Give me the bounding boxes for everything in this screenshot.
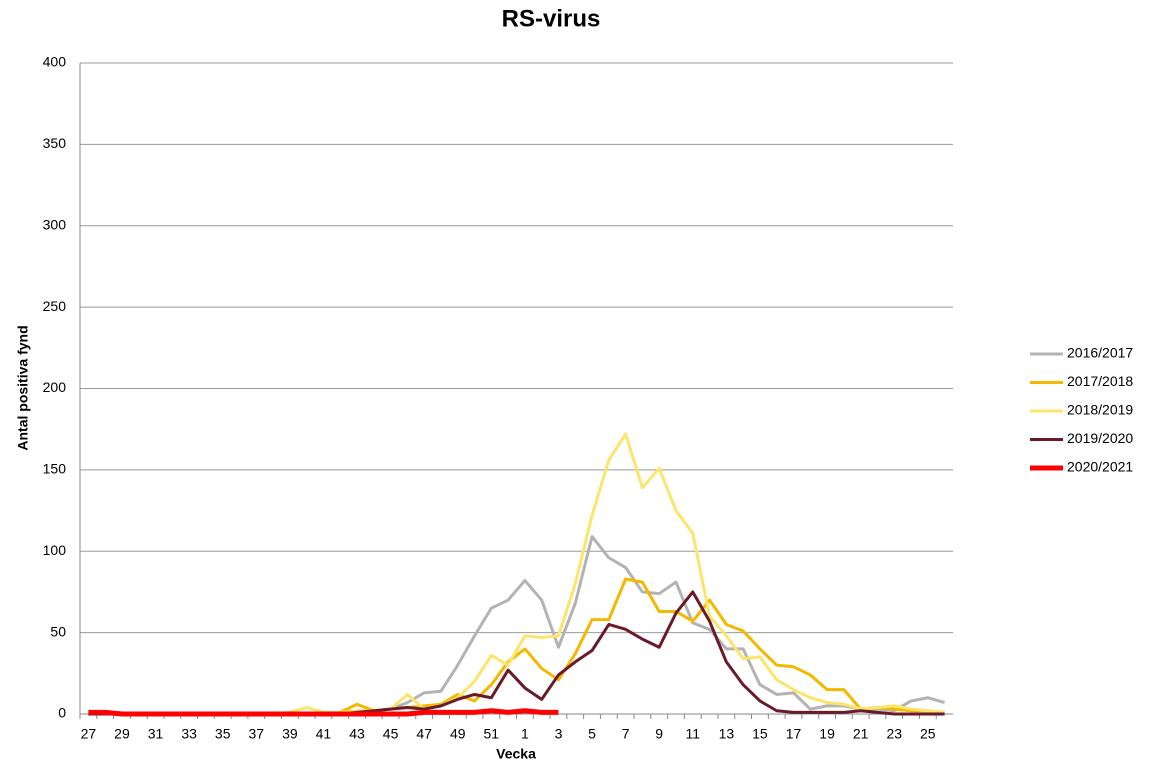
y-tick-label: 100	[43, 542, 67, 558]
x-tick-label: 9	[655, 726, 663, 742]
x-tick-label: 45	[383, 726, 399, 742]
x-tick-label: 1	[521, 726, 529, 742]
legend-label: 2018/2019	[1067, 402, 1133, 418]
x-tick-label: 23	[886, 726, 902, 742]
x-tick-label: 41	[316, 726, 332, 742]
x-axis-label: Vecka	[496, 746, 536, 761]
x-tick-label: 5	[588, 726, 596, 742]
y-tick-label: 350	[43, 135, 67, 151]
x-tick-label: 47	[416, 726, 432, 742]
x-tick-label: 39	[282, 726, 298, 742]
x-tick-label: 19	[819, 726, 835, 742]
series-line	[88, 708, 559, 717]
y-axis-label: Antal positiva fynd	[15, 325, 31, 450]
x-tick-label: 49	[450, 726, 466, 742]
x-tick-label: 43	[349, 726, 365, 742]
legend-label: 2019/2020	[1067, 430, 1133, 446]
x-tick-label: 33	[181, 726, 197, 742]
x-tick-label: 35	[215, 726, 231, 742]
y-tick-label: 0	[58, 705, 66, 721]
x-tick-label: 29	[114, 726, 130, 742]
chart-title: RS-virus	[502, 5, 601, 32]
series-line	[88, 535, 946, 716]
y-tick-label: 250	[43, 298, 67, 314]
y-tick-label: 150	[43, 461, 67, 477]
x-tick-label: 51	[484, 726, 500, 742]
legend-label: 2017/2018	[1067, 373, 1133, 389]
x-tick-label: 25	[920, 726, 936, 742]
x-tick-label: 15	[752, 726, 768, 742]
y-tick-label: 400	[43, 54, 67, 70]
legend-label: 2016/2017	[1067, 345, 1133, 361]
y-tick-label: 50	[50, 623, 66, 639]
x-tick-label: 21	[853, 726, 869, 742]
x-tick-label: 3	[555, 726, 563, 742]
series-line	[88, 577, 945, 716]
x-tick-label: 27	[81, 726, 97, 742]
x-tick-label: 37	[248, 726, 264, 742]
x-tick-label: 17	[786, 726, 802, 742]
series-line	[88, 432, 945, 716]
y-tick-label: 300	[43, 216, 67, 232]
y-tick-label: 200	[43, 379, 67, 395]
x-tick-label: 11	[686, 726, 701, 742]
x-tick-label: 31	[148, 726, 164, 742]
x-tick-label: 7	[622, 726, 630, 742]
legend-label: 2020/2021	[1067, 459, 1133, 475]
x-tick-label: 13	[719, 726, 735, 742]
